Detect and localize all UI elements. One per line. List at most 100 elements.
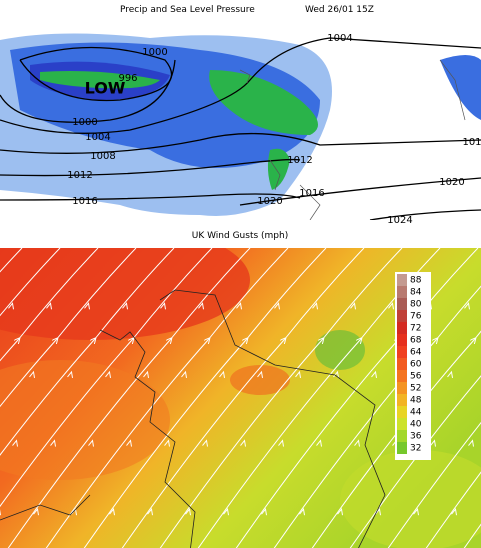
wind-arrow (464, 302, 470, 310)
legend-swatch (397, 382, 407, 394)
wind-arrow (236, 302, 242, 310)
legend-swatch (397, 430, 407, 442)
wind-arrow (50, 439, 56, 447)
isobar-label: 996 (118, 73, 137, 84)
legend-label: 64 (410, 348, 422, 358)
legend-swatch (397, 418, 407, 430)
legend-swatch (397, 274, 407, 286)
legend-label: 32 (410, 444, 421, 454)
wind-arrow (240, 439, 246, 447)
wind-arrow (105, 370, 111, 379)
streamline (121, 248, 365, 548)
wind-arrow (164, 439, 170, 447)
wind-arrow (147, 508, 153, 516)
wind-arrow (185, 508, 191, 516)
wind-arrow (181, 370, 187, 379)
streamline (311, 330, 481, 548)
wind-arrow (316, 439, 322, 447)
isobar-label: 1000 (72, 117, 97, 128)
legend-swatch (397, 322, 407, 334)
legend-swatch (397, 334, 407, 346)
wind-arrow (84, 302, 90, 310)
legend-label: 76 (410, 312, 422, 322)
legend-swatch (397, 358, 407, 370)
legend-label: 40 (410, 420, 422, 430)
legend-label: 88 (410, 276, 422, 286)
streamline (83, 248, 327, 548)
isobar-label: 1020 (439, 177, 464, 188)
wind-arrow (223, 508, 229, 516)
wind-arrow (88, 439, 94, 447)
wind-arrow (257, 370, 263, 379)
streamline (159, 248, 403, 548)
wind-arrow (160, 302, 166, 310)
legend-label: 60 (410, 360, 422, 370)
legend-label: 72 (410, 324, 421, 334)
wind-arrow (354, 439, 360, 447)
streamline (0, 248, 175, 456)
isobar-label: 1012 (287, 155, 312, 166)
wind-arrow (451, 508, 457, 516)
wind-arrow (143, 370, 149, 379)
wind-arrow (109, 508, 115, 516)
legend-label: 68 (410, 336, 422, 346)
streamline (349, 375, 481, 548)
streamline (387, 421, 481, 548)
legend-swatch (397, 286, 407, 298)
isobar-label: 1012 (67, 170, 92, 181)
wind-arrow (126, 439, 132, 447)
wind-arrow (67, 370, 73, 379)
wind-arrow (295, 370, 301, 379)
legend-label: 36 (410, 432, 422, 442)
legend-label: 84 (410, 288, 422, 298)
wind-arrow (371, 370, 377, 379)
wind-arrow (8, 302, 14, 310)
streamline (0, 248, 99, 362)
legend-label: 80 (410, 300, 422, 310)
legend-swatch (397, 406, 407, 418)
isobar-label: 1024 (387, 215, 412, 226)
wind-arrow (375, 508, 381, 516)
isobar-label: 1016 (72, 196, 97, 207)
legend-swatch (397, 346, 407, 358)
streamline (425, 471, 481, 548)
wind-arrow (274, 302, 280, 310)
wind-arrow (430, 439, 436, 447)
wind-arrow (388, 302, 394, 310)
isobar-label: 1020 (257, 196, 282, 207)
legend-label: 52 (410, 384, 421, 394)
wind-arrow (0, 509, 1, 516)
wind-arrow (312, 302, 318, 310)
legend-swatch (397, 394, 407, 406)
isobar-label: 1016 (299, 188, 324, 199)
wind-arrow (12, 439, 18, 447)
pressure-map (0, 33, 481, 220)
valid-time: Wed 26/01 15Z (305, 5, 374, 15)
legend-swatch (397, 370, 407, 382)
legend-label: 48 (410, 396, 422, 406)
legend-label: 56 (410, 372, 422, 382)
map-title: Precip and Sea Level Pressure (120, 5, 255, 15)
wind-arrow (337, 508, 343, 516)
streamline (7, 248, 251, 548)
isobar-label: 1008 (90, 151, 115, 162)
streamline (0, 248, 61, 317)
isobar-label: 1004 (85, 132, 110, 143)
legend-label: 44 (410, 408, 422, 418)
map-title: UK Wind Gusts (mph) (192, 231, 288, 241)
isobar-labels: 1000 996 LOW 1000 1004 1008 1012 1016 10… (67, 33, 481, 226)
gust-map (0, 248, 481, 548)
wind-arrow (198, 302, 204, 310)
wind-arrow (202, 439, 208, 447)
legend-swatch (397, 298, 407, 310)
wind-arrow (299, 508, 305, 516)
legend-swatch (397, 310, 407, 322)
wind-arrow (29, 370, 35, 379)
low-label: LOW (85, 79, 126, 98)
wind-arrow (468, 439, 474, 447)
isobar-label: 1004 (327, 33, 352, 44)
isobar-label: 101 (462, 137, 481, 148)
wind-arrow (413, 508, 419, 516)
